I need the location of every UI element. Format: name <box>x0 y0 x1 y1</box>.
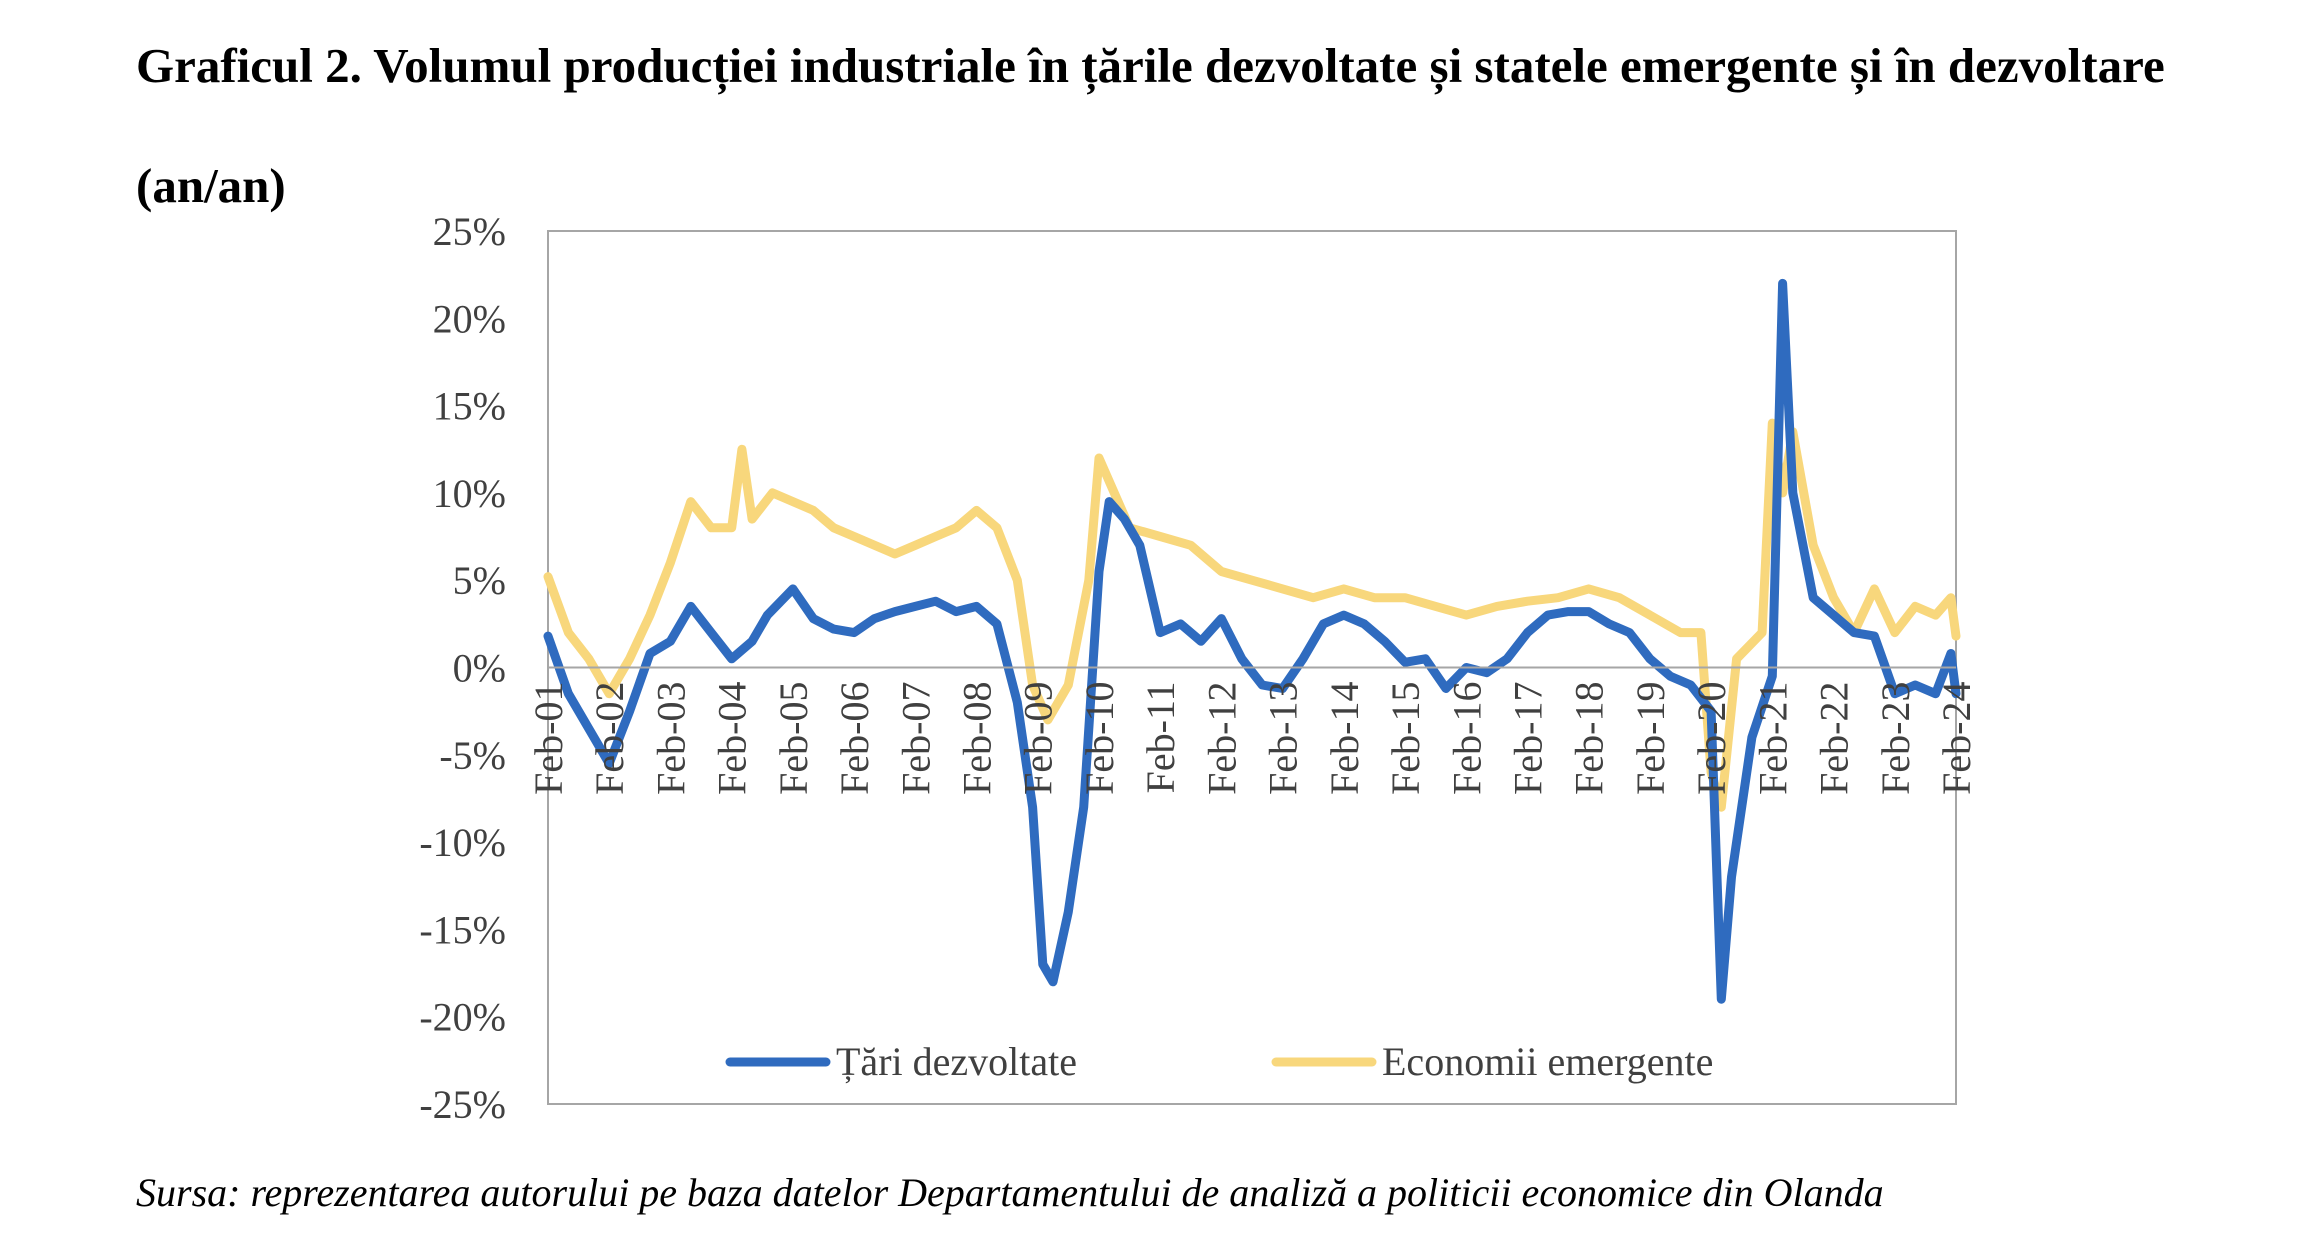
x-tick-label: Feb-01 <box>526 682 571 795</box>
series-layer <box>543 278 1961 1004</box>
x-tick-label: Feb-03 <box>648 682 693 795</box>
x-tick-label: Feb-20 <box>1689 682 1734 795</box>
y-tick-label: -15% <box>419 907 506 952</box>
y-tick-label: -10% <box>419 820 506 865</box>
x-tick-label: Feb-05 <box>771 682 816 795</box>
legend: Țări dezvoltate Economii emergente <box>725 1039 1713 1084</box>
x-tick-label: Feb-12 <box>1199 682 1244 795</box>
legend-label-developed: Țări dezvoltate <box>836 1039 1077 1084</box>
y-tick-label: -20% <box>419 995 506 1040</box>
x-tick-label: Feb-02 <box>587 682 632 795</box>
x-tick-label: Feb-10 <box>1077 682 1122 795</box>
y-tick-label: 15% <box>433 384 506 429</box>
x-tick-label: Feb-06 <box>832 682 877 795</box>
x-axis: Feb-01 Feb-02 Feb-03 Feb-04 Feb-05 Feb-06 Feb-… <box>526 666 1979 795</box>
y-tick-label: -5% <box>439 733 506 778</box>
x-tick-label: Feb-14 <box>1322 682 1367 795</box>
y-tick-label: 25% <box>433 209 506 254</box>
source-note: Sursa: reprezentarea autorului pe baza d… <box>136 1170 1884 1215</box>
x-tick-label: Feb-18 <box>1567 682 1612 795</box>
x-tick-label: Feb-07 <box>893 682 938 795</box>
x-tick-label: Feb-23 <box>1873 682 1918 795</box>
y-tick-label: 20% <box>433 296 506 341</box>
x-tick-label: Feb-19 <box>1628 682 1673 795</box>
x-tick-label: Feb-22 <box>1812 682 1857 795</box>
x-tick-label: Feb-15 <box>1383 682 1428 795</box>
x-tick-label: Feb-17 <box>1505 682 1550 795</box>
chart-title: Graficul 2. Volumul producției industria… <box>136 38 2165 213</box>
x-tick-label: Feb-04 <box>710 682 755 795</box>
x-tick-label: Feb-24 <box>1934 682 1979 795</box>
x-tick-label: Feb-16 <box>1444 682 1489 795</box>
series-line-emerging <box>543 418 1961 812</box>
y-axis: 25% 20% 15% 10% 5% 0% -5% -10% -15% -20% -25% <box>419 209 506 1127</box>
x-tick-label: Feb-09 <box>1016 682 1061 795</box>
x-tick-label: Feb-11 <box>1138 682 1183 794</box>
legend-item-developed: Țări dezvoltate <box>725 1039 1077 1084</box>
legend-item-emerging: Economii emergente <box>1271 1039 1713 1084</box>
x-tick-label: Feb-21 <box>1750 682 1795 795</box>
x-tick-label: Feb-08 <box>955 682 1000 795</box>
legend-label-emerging: Economii emergente <box>1382 1039 1713 1084</box>
y-tick-label: 5% <box>453 558 506 603</box>
series-line-developed <box>543 278 1961 1004</box>
x-tick-label: Feb-13 <box>1261 682 1306 795</box>
y-tick-label: 10% <box>433 471 506 516</box>
y-tick-label: -25% <box>419 1082 506 1127</box>
y-tick-label: 0% <box>453 646 506 691</box>
